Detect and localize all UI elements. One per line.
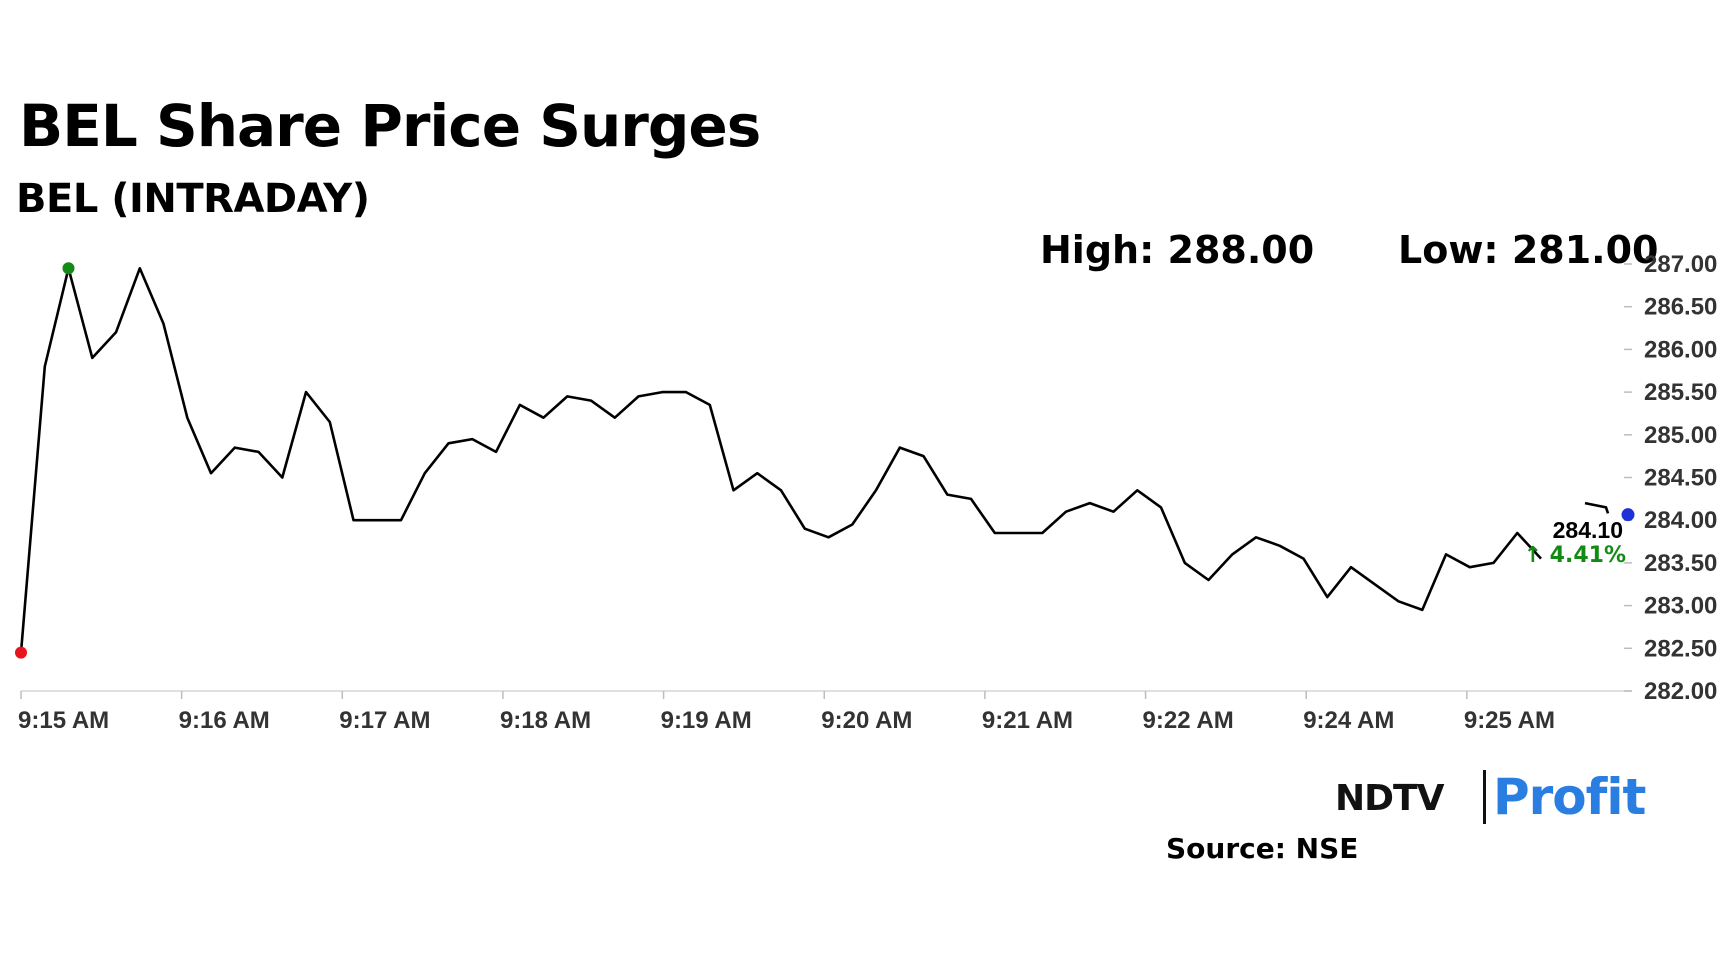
source-note: Source: NSE bbox=[1166, 832, 1359, 865]
profit-wordmark: Profit bbox=[1493, 768, 1646, 826]
y-tick-label: 282.00 bbox=[1644, 678, 1717, 705]
logo-divider bbox=[1483, 770, 1486, 824]
y-tick-label: 287.00 bbox=[1644, 251, 1717, 278]
y-tick-label: 285.00 bbox=[1644, 422, 1717, 449]
x-tick-label: 9:22 AM bbox=[1143, 707, 1234, 734]
change-percent-label: ↑ 4.41% bbox=[1524, 543, 1626, 568]
y-tick-label: 286.50 bbox=[1644, 294, 1717, 321]
x-tick-label: 9:19 AM bbox=[661, 707, 752, 734]
last-price-marker bbox=[1621, 508, 1635, 522]
x-tick-label: 9:17 AM bbox=[339, 707, 430, 734]
day-high-label: High: 288.00 bbox=[1040, 228, 1315, 272]
x-tick-label: 9:15 AM bbox=[18, 707, 109, 734]
y-tick-label: 282.50 bbox=[1644, 635, 1717, 662]
x-tick-label: 9:16 AM bbox=[179, 707, 270, 734]
chart-title: BEL Share Price Surges bbox=[19, 92, 761, 160]
x-tick-label: 9:20 AM bbox=[821, 707, 912, 734]
ndtv-wordmark: NDTV bbox=[1335, 778, 1444, 819]
x-tick-label: 9:24 AM bbox=[1303, 707, 1394, 734]
y-tick-label: 285.50 bbox=[1644, 379, 1717, 406]
y-tick-label: 284.00 bbox=[1644, 507, 1717, 534]
x-tick-label: 9:21 AM bbox=[982, 707, 1073, 734]
y-tick-label: 286.00 bbox=[1644, 336, 1717, 363]
x-tick-label: 9:18 AM bbox=[500, 707, 591, 734]
y-tick-label: 284.50 bbox=[1644, 465, 1717, 492]
x-tick-label: 9:25 AM bbox=[1464, 707, 1555, 734]
y-tick-label: 283.50 bbox=[1644, 550, 1717, 577]
y-tick-label: 283.00 bbox=[1644, 593, 1717, 620]
chart-subtitle: BEL (INTRADAY) bbox=[16, 176, 370, 222]
day-low-label: Low: 281.00 bbox=[1398, 228, 1659, 272]
open-marker bbox=[15, 646, 27, 659]
high-marker bbox=[62, 262, 75, 275]
price-line bbox=[19, 266, 1542, 653]
price-line-tail bbox=[1584, 501, 1610, 514]
last-price-label: 284.10 bbox=[1553, 517, 1623, 543]
